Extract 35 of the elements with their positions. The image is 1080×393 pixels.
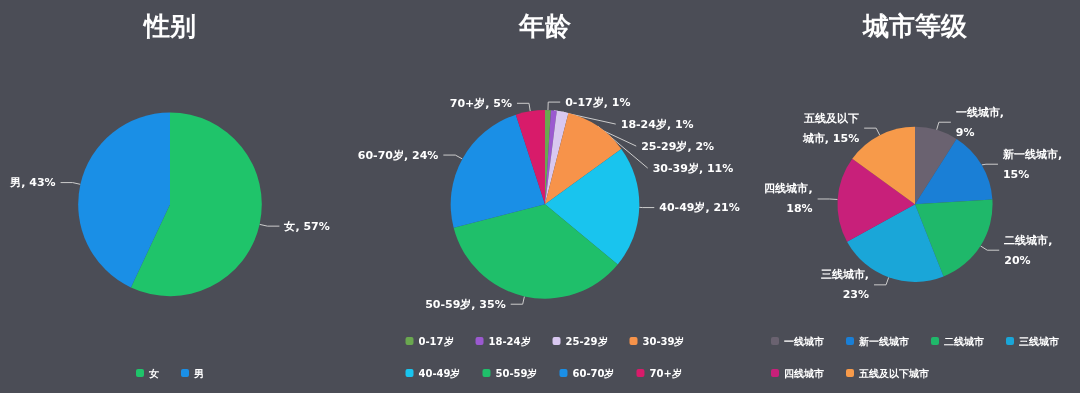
- legend-label: 30-39岁: [642, 335, 685, 347]
- legend-label: 二线城市: [944, 335, 984, 347]
- legend-label: 0-17岁: [418, 335, 454, 347]
- data-label: 0-17岁, 1%: [565, 95, 631, 109]
- chart-title: 年龄: [518, 11, 572, 41]
- legend-label: 三线城市: [1019, 335, 1059, 347]
- data-label: 18-24岁, 1%: [620, 117, 694, 131]
- data-label: 50-59岁, 35%: [425, 297, 506, 311]
- chart-title: 城市等级: [862, 11, 968, 41]
- legend-label: 50-59岁: [495, 367, 538, 379]
- legend-label: 女: [148, 367, 159, 379]
- legend-label: 70+岁: [649, 367, 682, 379]
- legend-label: 18-24岁: [488, 335, 531, 347]
- data-label: 60-70岁, 24%: [357, 148, 439, 162]
- legend-label: 40-49岁: [418, 367, 461, 379]
- data-label: 25-29岁, 2%: [641, 139, 715, 153]
- data-label: 二线城市, 20%: [1004, 233, 1053, 267]
- legend-label: 25-29岁: [565, 335, 608, 347]
- data-label: 一线城市, 9%: [955, 105, 1005, 139]
- data-label: 三线城市, 23%: [820, 268, 870, 302]
- data-label: 四线城市, 18%: [764, 182, 813, 216]
- legend-label: 男: [193, 367, 204, 379]
- legend-label: 四线城市: [784, 367, 824, 379]
- chart-title: 性别: [142, 11, 196, 41]
- data-label: 女, 57%: [283, 219, 330, 233]
- data-label: 70+岁, 5%: [449, 96, 512, 110]
- data-label: 五线及以下城市, 15%: [801, 111, 860, 145]
- data-label: 男, 43%: [9, 176, 56, 190]
- data-label: 30-39岁, 11%: [652, 161, 734, 175]
- legend-label: 60-70岁: [572, 367, 615, 379]
- legend-label: 新一线城市: [858, 335, 909, 347]
- data-label: 40-49岁, 21%: [659, 201, 740, 215]
- legend-label: 五线及以下城市: [858, 367, 929, 379]
- legend-label: 一线城市: [784, 335, 824, 347]
- data-label: 新一线城市, 15%: [1001, 147, 1063, 181]
